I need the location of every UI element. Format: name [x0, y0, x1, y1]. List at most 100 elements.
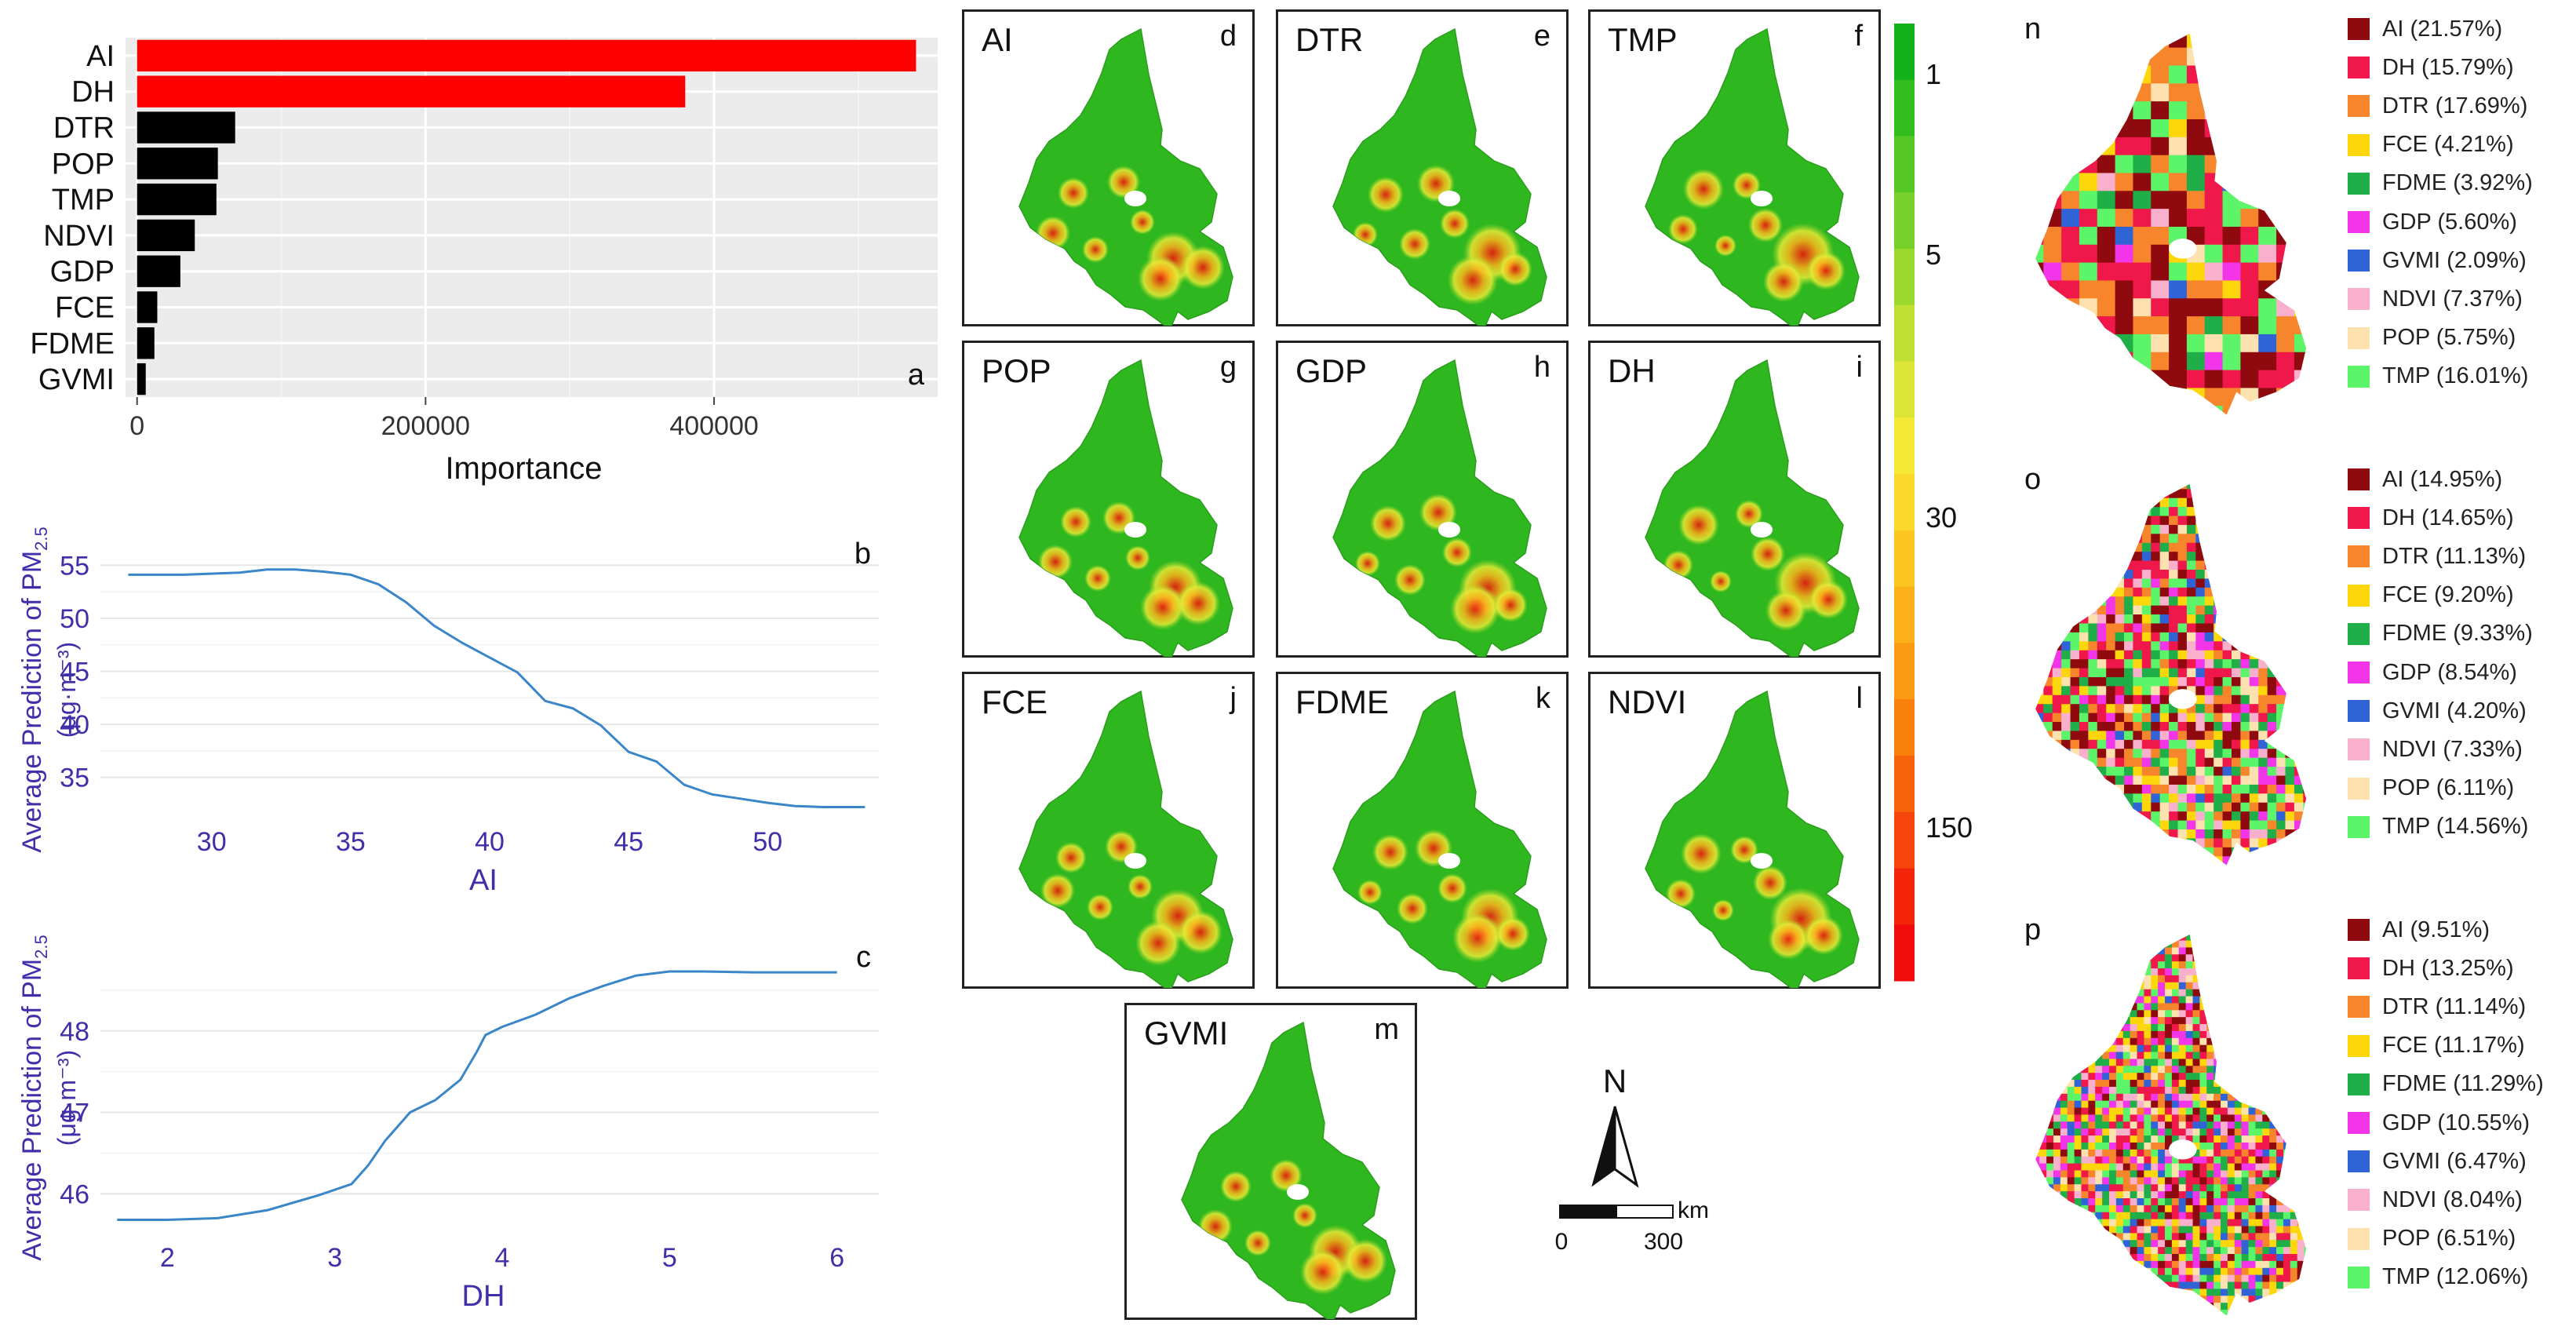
- x-axis-label: Importance: [445, 451, 602, 486]
- legend-label: NDVI7.33%: [2382, 737, 2523, 763]
- legend-item: AI9.51%: [2348, 917, 2490, 943]
- legend-swatch: [2348, 622, 2370, 645]
- legend-swatch: [2348, 56, 2370, 79]
- pdp-line: [117, 970, 837, 1221]
- legend-percentage: 11.29%: [2447, 1071, 2544, 1096]
- legend-percentage: 5.60%: [2431, 210, 2517, 235]
- colorbar-step: [1894, 924, 1915, 982]
- map-panel-tmp: TMP f: [1588, 9, 1881, 326]
- legend-swatch: [2348, 545, 2370, 568]
- legend-item: TMP14.56%: [2348, 814, 2528, 840]
- legend-percentage: 21.57%: [2403, 16, 2502, 42]
- legend-category: GDP: [2382, 659, 2432, 685]
- scale-unit: km: [1678, 1197, 1709, 1223]
- map-figure: [1018, 359, 1233, 657]
- legend-swatch: [2348, 18, 2370, 40]
- map-title: DH: [1608, 352, 1656, 389]
- legend-category: TMP: [2382, 814, 2430, 840]
- legend-category: NDVI: [2382, 286, 2437, 312]
- legend-swatch: [2348, 662, 2370, 683]
- legend-percentage: 9.33%: [2447, 621, 2533, 646]
- colorbar-tick-label: 30: [1926, 501, 1957, 534]
- colorbar-tick-label: 150: [1926, 811, 1973, 844]
- legend-label: GVMI4.20%: [2382, 698, 2527, 724]
- legend-swatch: [2348, 777, 2370, 800]
- legend-item: POP6.11%: [2348, 775, 2514, 802]
- legend-percentage: 6.11%: [2430, 775, 2514, 800]
- legend-percentage: 6.47%: [2440, 1149, 2527, 1174]
- x-tick-label: 400000: [669, 411, 758, 441]
- x-tick-label: 35: [336, 827, 366, 857]
- legend-category: NDVI: [2382, 1186, 2437, 1212]
- legend-percentage: 15.79%: [2415, 55, 2514, 80]
- legend-category: POP: [2382, 325, 2430, 351]
- colorbar-step: [1894, 811, 1915, 869]
- legend-label: FDME3.92%: [2382, 170, 2533, 196]
- panel-letter: h: [1533, 351, 1550, 384]
- legend-percentage: 8.54%: [2431, 660, 2517, 685]
- legend-label: GVMI2.09%: [2382, 248, 2527, 274]
- colorbar-step: [1894, 643, 1915, 700]
- y-axis-label: Average Prediction of PM2.5(μg·m⁻³): [17, 527, 81, 853]
- colorbar-step: [1894, 24, 1915, 81]
- colorbar-step: [1894, 530, 1915, 588]
- legend-item: FDME11.29%: [2348, 1071, 2544, 1098]
- colorbar-tick-label: 5: [1926, 239, 1941, 271]
- legend-percentage: 3.92%: [2447, 170, 2533, 195]
- y-tick-label: 45: [60, 657, 89, 687]
- category-label: DH: [71, 76, 115, 109]
- bar-dh: [137, 75, 686, 108]
- category-label: AI: [86, 40, 115, 73]
- legend-swatch: [2348, 1034, 2370, 1057]
- map-title: GDP: [1295, 352, 1368, 389]
- map-figure: [1332, 359, 1547, 657]
- bar-dtr: [137, 111, 235, 144]
- pdp-line: [128, 568, 865, 808]
- scale-bar-white: [1616, 1205, 1674, 1219]
- legend-category: FDME: [2382, 1071, 2447, 1097]
- legend-label: GDP10.55%: [2382, 1110, 2530, 1136]
- legend-percentage: 2.09%: [2440, 248, 2527, 273]
- legend-percentage: 5.75%: [2430, 325, 2516, 350]
- legend-swatch: [2348, 700, 2370, 723]
- legend-category: DH: [2382, 505, 2415, 530]
- legend-percentage: 14.65%: [2415, 505, 2514, 530]
- legend-label: POP6.11%: [2382, 775, 2514, 801]
- y-tick-label: 35: [60, 764, 89, 793]
- x-tick-label: 6: [829, 1243, 844, 1273]
- legend-category: GVMI: [2382, 247, 2441, 273]
- legend-category: FDME: [2382, 621, 2447, 647]
- legend-label: FDME11.29%: [2382, 1071, 2544, 1097]
- legend-percentage: 11.17%: [2428, 1033, 2525, 1058]
- legend-label: GDP8.54%: [2382, 660, 2517, 686]
- legend-item: DTR17.69%: [2348, 93, 2527, 119]
- x-tick-label: 45: [614, 827, 643, 857]
- colorbar-step: [1894, 699, 1915, 756]
- x-tick-label: 3: [327, 1243, 342, 1273]
- map-figure: [1645, 359, 1860, 657]
- legend-label: TMP12.06%: [2382, 1264, 2528, 1290]
- north-label: N: [1603, 1062, 1627, 1099]
- legend-item: FCE4.21%: [2348, 132, 2514, 159]
- legend-label: GVMI6.47%: [2382, 1149, 2527, 1175]
- map-figure: [1018, 690, 1233, 988]
- legend-item: GVMI4.20%: [2348, 698, 2527, 724]
- category-label: FDME: [30, 327, 115, 360]
- legend-swatch: [2348, 919, 2370, 941]
- category-map-o: [2035, 483, 2307, 866]
- panel-letter: m: [1374, 1013, 1399, 1046]
- map-panel-fce: FCE j: [962, 672, 1255, 989]
- panel-letter: k: [1536, 682, 1550, 715]
- legend-swatch: [2348, 738, 2370, 761]
- colorbar-step: [1894, 586, 1915, 643]
- map-panel-dh: DH i: [1588, 341, 1881, 658]
- map-title: NDVI: [1608, 683, 1687, 720]
- legend-percentage: 9.51%: [2403, 917, 2490, 942]
- legend-swatch: [2348, 211, 2370, 233]
- svg-text:Average Prediction of PM2.5: Average Prediction of PM2.5: [17, 935, 51, 1261]
- map-title: GVMI: [1144, 1015, 1229, 1052]
- legend-category: FCE: [2382, 582, 2428, 608]
- legend-swatch: [2348, 250, 2370, 272]
- legend-category: GDP: [2382, 209, 2432, 235]
